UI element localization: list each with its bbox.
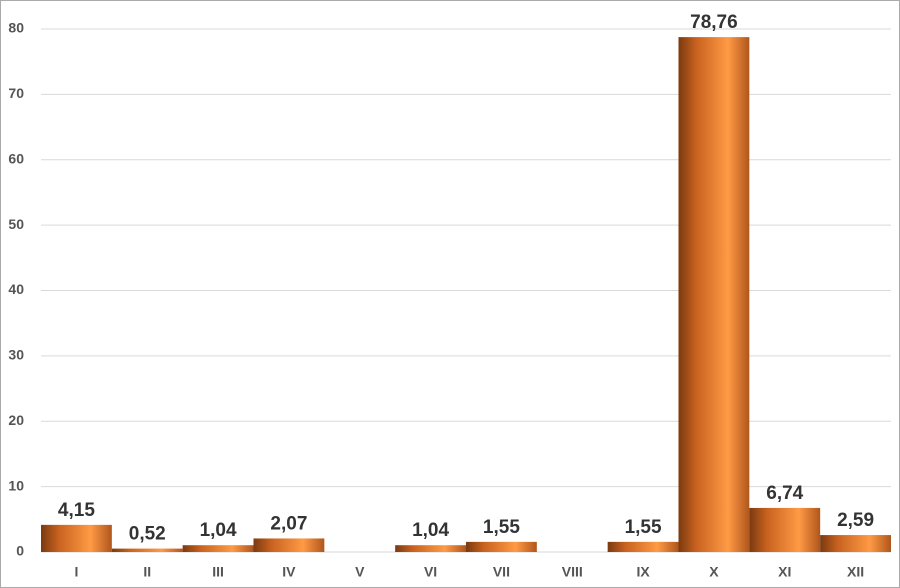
value-label: 78,76: [690, 12, 738, 33]
value-label: 2,59: [837, 510, 874, 531]
x-tick-label: XI: [778, 564, 791, 580]
bar: [41, 524, 112, 552]
x-tick-label: X: [709, 564, 719, 580]
y-tick-label: 70: [8, 85, 24, 101]
bar: [466, 541, 537, 552]
bar: [749, 507, 821, 552]
bar: [182, 545, 254, 552]
value-label: 1,04: [200, 520, 237, 541]
x-tick-label: II: [143, 564, 151, 580]
y-tick-label: 20: [8, 412, 24, 428]
x-tick-label: I: [74, 564, 78, 580]
x-tick-label: XII: [847, 564, 864, 580]
value-label: 4,15: [58, 500, 95, 521]
value-label: 0,52: [129, 524, 166, 545]
value-label: 1,55: [625, 517, 662, 538]
bar: [111, 548, 183, 552]
value-label: 1,04: [412, 520, 449, 541]
x-tick-label: IV: [282, 564, 296, 580]
y-tick-label: 80: [8, 20, 24, 36]
y-tick-label: 40: [8, 281, 24, 297]
x-tick-label: IX: [636, 564, 650, 580]
x-tick-label: VI: [424, 564, 437, 580]
y-tick-label: 30: [8, 347, 24, 363]
y-tick-label: 60: [8, 150, 24, 166]
value-label: 1,55: [483, 517, 520, 538]
x-tick-label: III: [212, 564, 224, 580]
x-tick-label: VII: [493, 564, 510, 580]
bar: [607, 541, 679, 552]
y-tick-label: 0: [16, 543, 24, 559]
y-tick-label: 10: [8, 477, 24, 493]
bar: [820, 535, 891, 552]
y-tick-label: 50: [8, 216, 24, 232]
bar: [678, 37, 750, 552]
value-label: 6,74: [766, 483, 803, 504]
value-label: 2,07: [270, 513, 307, 534]
bar: [395, 545, 466, 552]
x-tick-label: VIII: [562, 564, 583, 580]
x-tick-label: V: [355, 564, 365, 580]
bar: [253, 538, 325, 552]
